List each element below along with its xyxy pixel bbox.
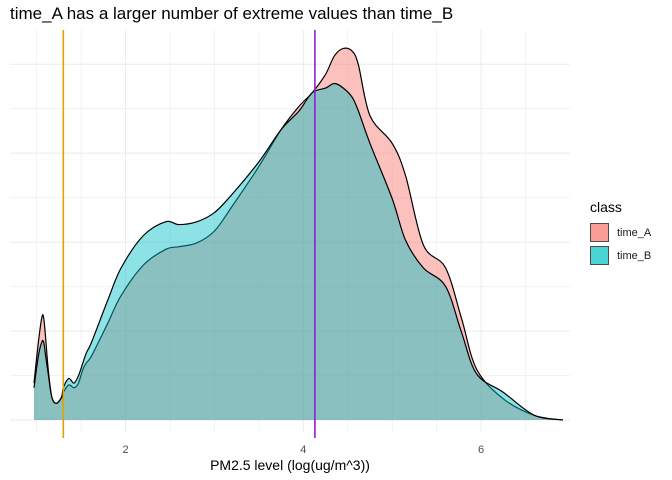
density-areas — [33, 47, 563, 421]
x-axis-label: PM2.5 level (log(ug/m^3)) — [210, 457, 370, 473]
x-axis-ticks: 2 4 6 — [122, 444, 484, 456]
grid — [10, 30, 570, 432]
legend-label: time_B — [617, 249, 652, 262]
x-tick-label: 4 — [300, 444, 306, 456]
legend: class time_A time_B — [590, 199, 651, 267]
x-tick-label: 6 — [478, 444, 484, 456]
density-area-time_A — [34, 48, 563, 421]
legend-swatch — [590, 223, 609, 242]
x-tick-label: 2 — [122, 444, 128, 456]
legend-swatch — [590, 246, 609, 265]
legend-title: class — [590, 199, 622, 215]
legend-item-time_A: time_A — [590, 221, 651, 244]
reference-lines — [62, 30, 316, 438]
density-outline-time_B — [33, 82, 563, 421]
legend-label: time_A — [617, 226, 652, 239]
legend-items: time_A time_B — [590, 221, 651, 267]
density-area-time_B — [34, 83, 563, 421]
chart-title: time_A has a larger number of extreme va… — [10, 4, 454, 23]
legend-item-time_B: time_B — [590, 244, 651, 267]
